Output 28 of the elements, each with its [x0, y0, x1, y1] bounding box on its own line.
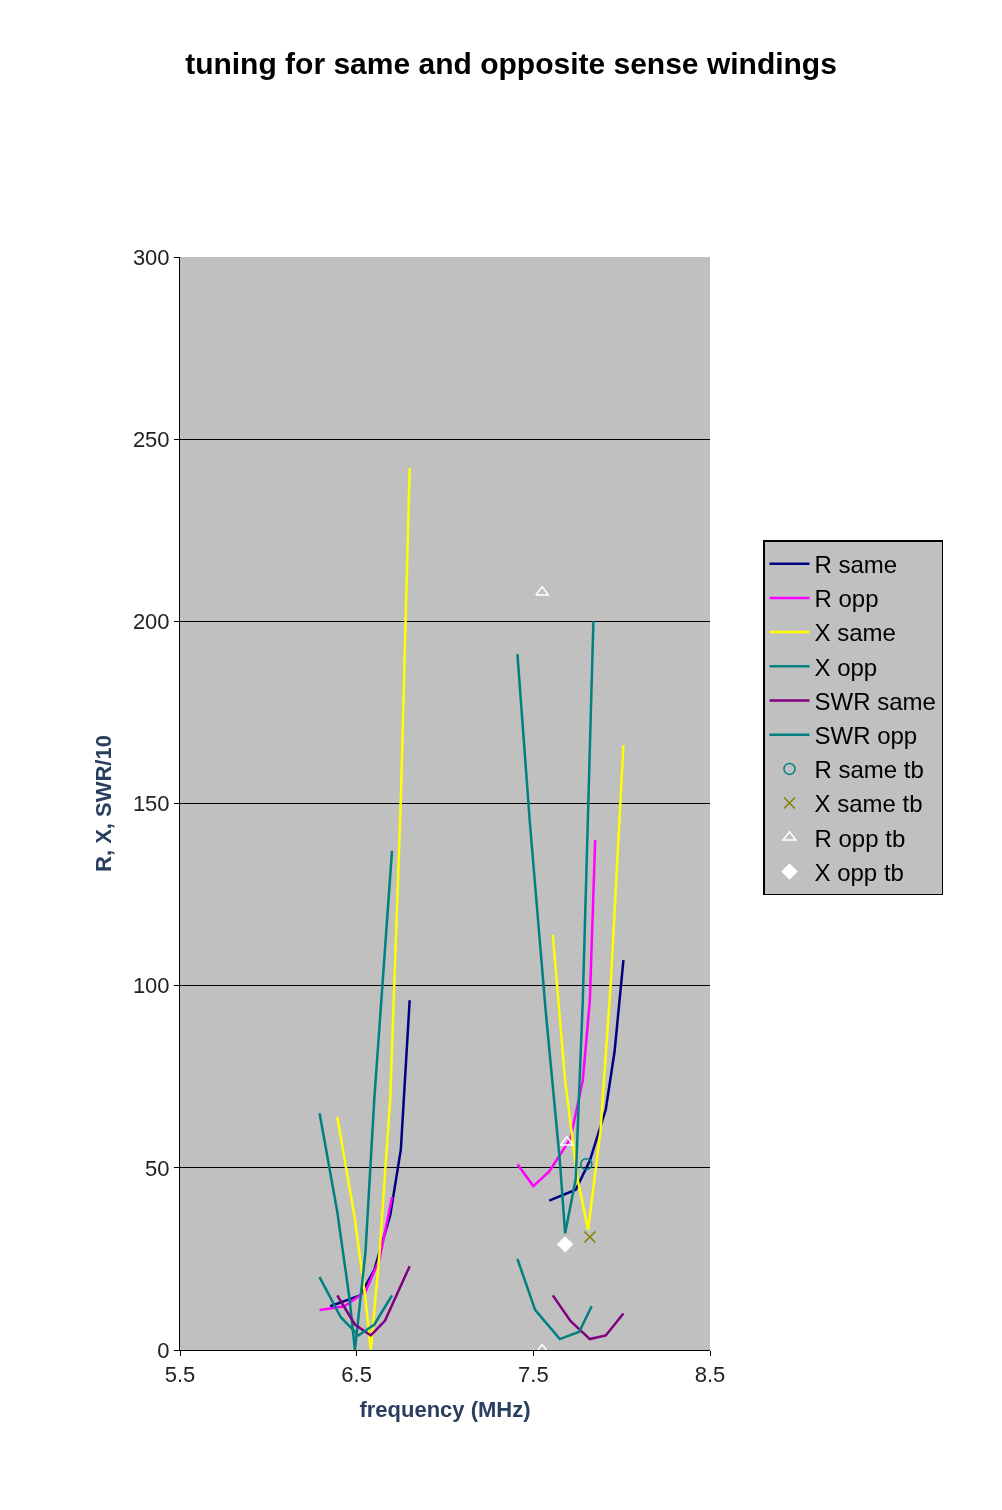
legend-label: X opp tb	[814, 858, 904, 886]
legend-label: X opp	[814, 653, 878, 681]
y-tick-label: 250	[132, 426, 170, 452]
y-tick-label: 150	[132, 791, 170, 817]
x-tick-label: 8.5	[694, 1362, 726, 1388]
legend-label: X same	[814, 619, 896, 647]
legend-label: R opp tb	[814, 824, 906, 852]
y-tick-label: 0	[157, 1337, 170, 1363]
legend-label: X same tb	[814, 790, 923, 818]
point	[583, 1230, 597, 1244]
chart-title: tuning for same and opposite sense windings	[185, 46, 837, 80]
y-axis-title: R, X, SWR/10	[90, 735, 116, 872]
point	[557, 1236, 574, 1253]
point	[580, 1157, 593, 1171]
x-axis-title: frequency (MHz)	[359, 1397, 531, 1423]
y-tick-label: 200	[132, 609, 170, 635]
y-tick-label: 300	[132, 244, 170, 270]
x-tick-label: 5.5	[164, 1362, 196, 1388]
y-tick-label: 50	[145, 1155, 170, 1181]
legend-label: R opp	[814, 585, 879, 613]
legend-label: SWR same	[814, 687, 936, 715]
y-tick-label: 100	[132, 973, 170, 999]
point	[535, 585, 550, 596]
x-tick-label: 6.5	[341, 1362, 372, 1388]
x-tick-label: 7.5	[518, 1362, 549, 1388]
legend-label: R same tb	[814, 756, 924, 784]
legend-label: R same	[814, 551, 898, 579]
legend-label: SWR opp	[814, 722, 918, 750]
